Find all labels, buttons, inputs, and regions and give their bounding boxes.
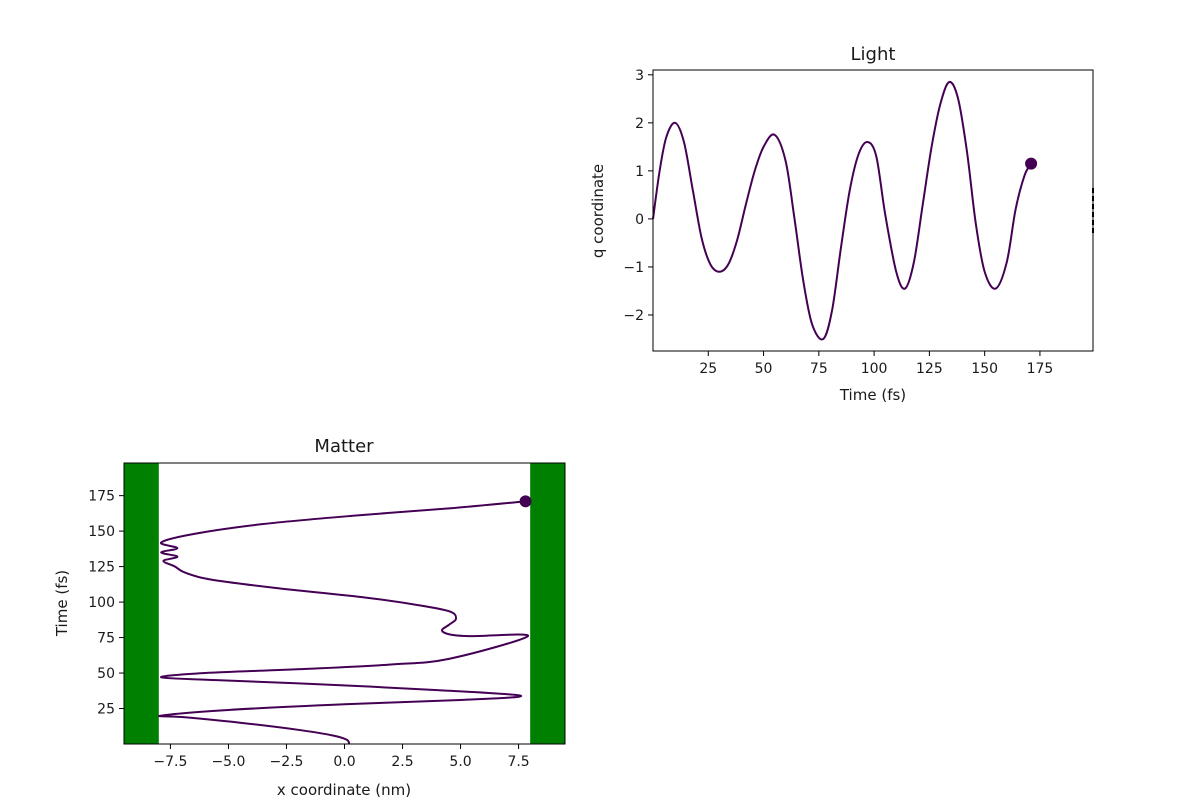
light-title: Light <box>851 44 896 65</box>
matter-xlabel: x coordinate (nm) <box>277 781 411 799</box>
matter-ytick-label: 150 <box>88 524 115 540</box>
matter-plot-area: −7.5 −5.0 −2.5 0.0 2.5 5.0 7.5 25 50 75 100 125 150 1… <box>88 462 566 770</box>
light-xtick-label: 150 <box>971 361 998 377</box>
matter-ytick-label: 75 <box>97 631 115 647</box>
matter-xtick-label: 7.5 <box>507 754 529 770</box>
light-plot-area: 25 50 75 100 125 150 175 −2 −1 0 1 2 3 <box>623 68 1094 377</box>
matter-xtick-label: −2.5 <box>269 754 303 770</box>
light-xtick-label: 75 <box>810 361 828 377</box>
matter-wall-0 <box>124 463 159 744</box>
light-axes-frame <box>652 69 1094 352</box>
matter-xtick-label: 0.0 <box>333 754 355 770</box>
light-series-line-0 <box>652 81 1032 341</box>
light-ytick-label: 2 <box>635 116 644 132</box>
light-xtick-label: 100 <box>861 361 888 377</box>
matter-ylabel: Time (fs) <box>53 570 71 637</box>
light-marker-point <box>1025 157 1038 170</box>
light-ytick-label: 1 <box>635 164 644 180</box>
matter-ytick-label: 25 <box>97 702 115 718</box>
light-ytick-label: 3 <box>635 68 644 84</box>
matter-xtick-label: −7.5 <box>153 754 187 770</box>
matter-ytick-label: 125 <box>88 560 115 576</box>
light-xtick-label: 25 <box>699 361 717 377</box>
light-ytick-label: −2 <box>623 308 644 324</box>
light-chart: Light 25 50 75 100 125 150 175 −2 −1 0 1 2 3 Time (f… <box>589 44 1094 404</box>
matter-ytick-label: 100 <box>88 595 115 611</box>
matter-xtick-label: 5.0 <box>449 754 471 770</box>
matter-wall-1 <box>530 463 565 744</box>
light-xtick-label: 175 <box>1027 361 1054 377</box>
light-xtick-label: 50 <box>755 361 773 377</box>
light-xlabel: Time (fs) <box>839 386 906 404</box>
matter-series-line-0 <box>158 500 529 745</box>
matter-axes-frame <box>123 462 566 745</box>
matter-xtick-label: 2.5 <box>391 754 413 770</box>
light-ylabel: q coordinate <box>589 164 607 258</box>
matter-chart: Matter −7.5 −5.0 −2.5 0.0 2.5 5.0 7.5 25 50 75 100… <box>53 436 566 799</box>
matter-marker-point <box>519 495 532 508</box>
matter-title: Matter <box>314 436 374 457</box>
matter-ytick-label: 50 <box>97 666 115 682</box>
matter-ytick-label: 175 <box>88 489 115 505</box>
light-ytick-label: 0 <box>635 212 644 228</box>
matter-xtick-label: −5.0 <box>211 754 245 770</box>
light-ytick-label: −1 <box>623 260 644 276</box>
light-xtick-label: 125 <box>916 361 943 377</box>
